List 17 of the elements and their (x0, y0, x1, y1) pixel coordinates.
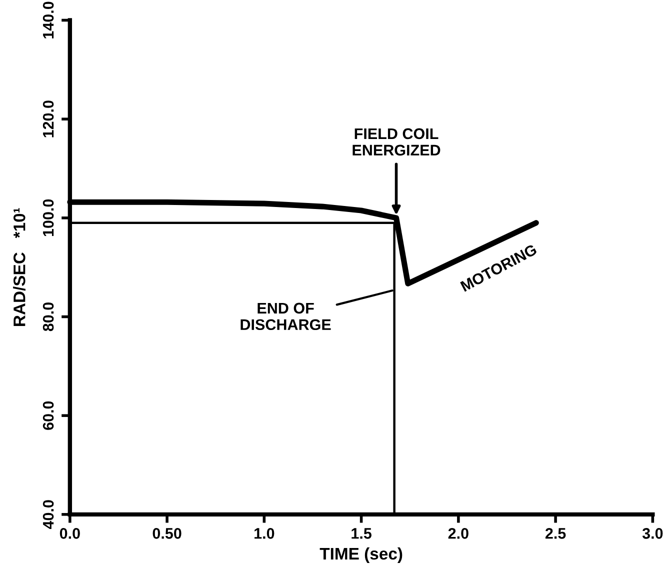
x-tick-label: 2.5 (545, 528, 566, 539)
annotation: FIELD COIL ENERGIZED (352, 128, 440, 156)
x-tick-label: 3.0 (642, 528, 663, 539)
x-axis-title: TIME (sec) (320, 547, 402, 563)
y-tick-label: 40.0 (42, 500, 54, 530)
y-tick-label: 80.0 (42, 302, 54, 332)
y-tick-label: 60.0 (42, 401, 54, 430)
x-tick-label: 2.0 (448, 528, 468, 539)
annotation: END OF DISCHARGE (240, 302, 331, 330)
x-tick-label: 0.0 (60, 528, 80, 539)
y-tick-label: 100.0 (42, 199, 54, 236)
x-tick-label: 0.50 (152, 528, 182, 539)
y-tick-label: 120.0 (42, 100, 54, 138)
y-tick-label: 140.0 (42, 2, 54, 38)
x-tick-label: 1.5 (352, 528, 372, 539)
y-axis-title: RAD/SEC *10¹ (13, 208, 26, 326)
x-tick-label: 1.0 (254, 528, 274, 539)
